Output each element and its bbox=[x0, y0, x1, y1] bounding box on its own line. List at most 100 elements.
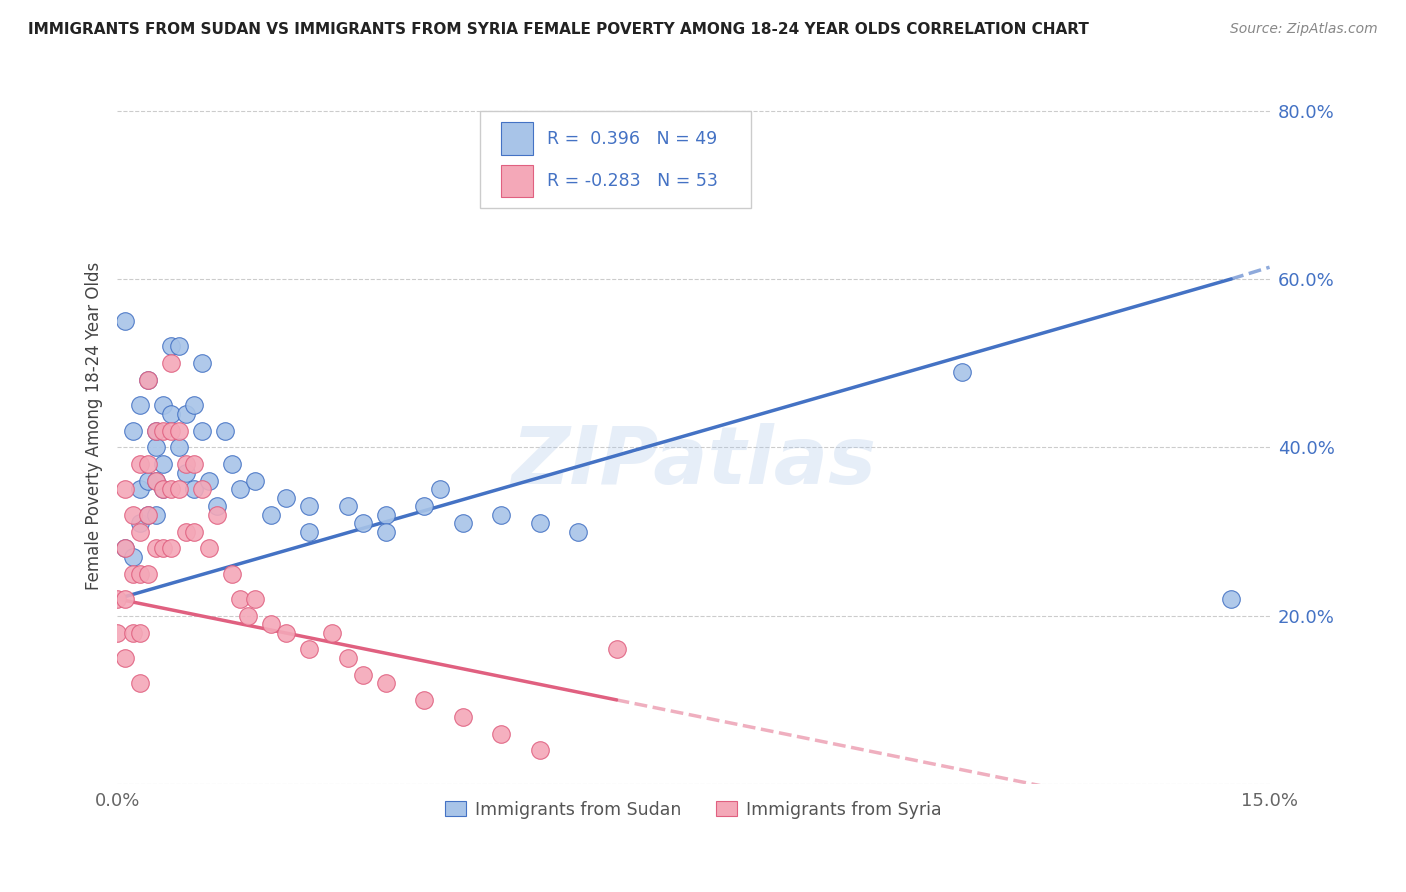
Point bbox=[429, 483, 451, 497]
Point bbox=[129, 566, 152, 581]
Point bbox=[375, 508, 398, 522]
Point bbox=[491, 508, 513, 522]
Y-axis label: Female Poverty Among 18-24 Year Olds: Female Poverty Among 18-24 Year Olds bbox=[86, 262, 103, 591]
Point bbox=[336, 650, 359, 665]
Point bbox=[152, 457, 174, 471]
Text: R = -0.283   N = 53: R = -0.283 N = 53 bbox=[547, 172, 718, 190]
Point bbox=[451, 516, 474, 530]
Point bbox=[121, 549, 143, 564]
Point bbox=[145, 474, 167, 488]
Point bbox=[160, 356, 183, 370]
Point bbox=[105, 591, 128, 606]
Point bbox=[229, 591, 252, 606]
Point bbox=[136, 457, 159, 471]
Point bbox=[529, 516, 551, 530]
Point bbox=[129, 625, 152, 640]
Point bbox=[190, 356, 212, 370]
Point bbox=[152, 483, 174, 497]
Point bbox=[190, 424, 212, 438]
Point bbox=[451, 710, 474, 724]
Point bbox=[413, 500, 436, 514]
Point bbox=[114, 650, 136, 665]
Point bbox=[567, 524, 589, 539]
Point bbox=[375, 524, 398, 539]
Text: ZIPatlas: ZIPatlas bbox=[510, 423, 876, 501]
Point bbox=[114, 541, 136, 556]
Point bbox=[260, 508, 283, 522]
Point bbox=[221, 566, 243, 581]
Point bbox=[491, 726, 513, 740]
Point bbox=[205, 508, 228, 522]
Point bbox=[160, 483, 183, 497]
Point bbox=[160, 339, 183, 353]
Point bbox=[221, 457, 243, 471]
Point bbox=[121, 566, 143, 581]
Point bbox=[152, 541, 174, 556]
Point bbox=[176, 466, 198, 480]
Point bbox=[114, 541, 136, 556]
Point bbox=[167, 441, 190, 455]
Point bbox=[352, 516, 374, 530]
Point bbox=[190, 483, 212, 497]
Point bbox=[183, 457, 205, 471]
Point bbox=[245, 474, 267, 488]
Point bbox=[129, 483, 152, 497]
Point bbox=[214, 424, 236, 438]
Point bbox=[606, 642, 628, 657]
Point bbox=[276, 625, 298, 640]
Point bbox=[152, 424, 174, 438]
Text: R =  0.396   N = 49: R = 0.396 N = 49 bbox=[547, 129, 717, 147]
Point bbox=[413, 693, 436, 707]
Point bbox=[121, 508, 143, 522]
Point bbox=[198, 541, 221, 556]
Point bbox=[145, 424, 167, 438]
Point bbox=[136, 373, 159, 387]
Point bbox=[129, 398, 152, 412]
Text: IMMIGRANTS FROM SUDAN VS IMMIGRANTS FROM SYRIA FEMALE POVERTY AMONG 18-24 YEAR O: IMMIGRANTS FROM SUDAN VS IMMIGRANTS FROM… bbox=[28, 22, 1090, 37]
Point bbox=[114, 314, 136, 328]
Point bbox=[183, 398, 205, 412]
Point bbox=[145, 474, 167, 488]
Point bbox=[136, 508, 159, 522]
Point bbox=[229, 483, 252, 497]
Point bbox=[152, 398, 174, 412]
Point bbox=[114, 483, 136, 497]
Point bbox=[176, 457, 198, 471]
Point bbox=[236, 608, 259, 623]
Point bbox=[1220, 591, 1243, 606]
Point bbox=[245, 591, 267, 606]
Point bbox=[136, 474, 159, 488]
Point bbox=[160, 407, 183, 421]
Point bbox=[114, 591, 136, 606]
Point bbox=[129, 676, 152, 690]
Point bbox=[129, 457, 152, 471]
Point bbox=[205, 500, 228, 514]
Point bbox=[298, 642, 321, 657]
Point bbox=[176, 524, 198, 539]
Point bbox=[260, 617, 283, 632]
Point bbox=[129, 524, 152, 539]
Point bbox=[298, 500, 321, 514]
Point bbox=[145, 541, 167, 556]
Text: Source: ZipAtlas.com: Source: ZipAtlas.com bbox=[1230, 22, 1378, 37]
Point bbox=[198, 474, 221, 488]
Point bbox=[121, 424, 143, 438]
Legend: Immigrants from Sudan, Immigrants from Syria: Immigrants from Sudan, Immigrants from S… bbox=[439, 794, 948, 825]
Point bbox=[160, 424, 183, 438]
Point bbox=[950, 365, 973, 379]
Point bbox=[167, 424, 190, 438]
Point bbox=[121, 625, 143, 640]
Point bbox=[375, 676, 398, 690]
FancyBboxPatch shape bbox=[501, 122, 533, 154]
Point bbox=[298, 524, 321, 539]
Point bbox=[152, 483, 174, 497]
FancyBboxPatch shape bbox=[501, 165, 533, 197]
Point bbox=[167, 483, 190, 497]
Point bbox=[352, 667, 374, 681]
Point bbox=[321, 625, 343, 640]
Point bbox=[160, 541, 183, 556]
Point bbox=[136, 566, 159, 581]
Point bbox=[129, 516, 152, 530]
Point bbox=[136, 373, 159, 387]
Point bbox=[145, 508, 167, 522]
